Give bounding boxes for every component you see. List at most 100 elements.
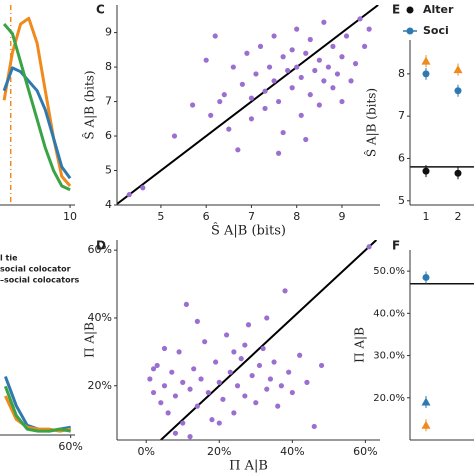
point xyxy=(285,67,291,74)
point xyxy=(343,33,350,39)
point xyxy=(422,273,430,281)
point xyxy=(454,169,462,177)
point xyxy=(266,64,273,70)
point xyxy=(330,85,336,91)
point xyxy=(294,26,300,32)
point xyxy=(339,54,345,60)
point xyxy=(271,33,277,39)
y-tick-label: 6 xyxy=(105,129,112,142)
y-tick-label: 40% xyxy=(88,311,112,324)
plot-area xyxy=(410,271,474,432)
point xyxy=(176,349,182,355)
legend-label: social colocator xyxy=(0,265,71,274)
point xyxy=(256,362,263,369)
point xyxy=(334,71,341,77)
y-axis-label: Π A|B xyxy=(83,322,97,358)
point xyxy=(150,389,157,396)
point xyxy=(316,57,322,63)
point xyxy=(208,112,214,118)
point xyxy=(169,369,175,375)
plot-area xyxy=(410,55,474,180)
legend-key xyxy=(406,6,414,14)
point xyxy=(238,356,244,362)
point xyxy=(140,185,146,191)
point xyxy=(227,369,233,375)
point xyxy=(289,85,295,91)
point xyxy=(257,43,264,49)
point xyxy=(339,98,345,105)
point xyxy=(267,376,274,382)
point xyxy=(180,379,186,385)
y-tick-label: 9 xyxy=(105,26,112,39)
legend-label: Alter xyxy=(423,3,454,16)
y-axis-label: Π A|B xyxy=(353,327,367,363)
point xyxy=(280,129,286,136)
point xyxy=(453,65,463,74)
point xyxy=(276,98,282,105)
point xyxy=(161,383,168,389)
y-tick-label: 5 xyxy=(105,164,112,177)
panel-label: E xyxy=(392,3,400,17)
line xyxy=(3,375,71,433)
panel: 20%40%60%0% 20% 40% 60%DΠ A|BΠ A|B xyxy=(83,239,380,474)
x-tick-label: 2 xyxy=(455,210,462,223)
point xyxy=(248,116,255,122)
point xyxy=(158,400,164,406)
point xyxy=(298,112,304,118)
panel-label: D xyxy=(96,239,106,253)
point xyxy=(203,57,209,63)
point xyxy=(220,396,226,402)
point xyxy=(276,150,282,156)
point xyxy=(298,74,304,81)
point xyxy=(150,366,157,372)
y-tick-label: 7 xyxy=(105,95,112,108)
point xyxy=(421,420,431,429)
point xyxy=(242,342,248,348)
x-tick-label: 20% xyxy=(207,445,231,458)
point xyxy=(234,383,241,389)
point xyxy=(126,192,132,198)
x-tick-label: 60% xyxy=(58,440,82,453)
point xyxy=(245,322,252,328)
point xyxy=(221,92,227,98)
point xyxy=(321,78,327,84)
point xyxy=(421,56,431,65)
point xyxy=(189,102,196,108)
point xyxy=(362,43,368,49)
y-tick-label: 50.0% xyxy=(373,266,405,277)
y-tick-label: 20.0% xyxy=(373,393,405,404)
panel: 60% l tie social colocator –social colocato… xyxy=(0,254,83,453)
point xyxy=(289,389,295,396)
legend-key xyxy=(406,27,414,35)
x-tick-label: 9 xyxy=(338,210,345,223)
plot-area xyxy=(2,5,72,205)
x-tick-label: 6 xyxy=(203,210,210,223)
point xyxy=(303,136,309,143)
point xyxy=(307,36,313,43)
point xyxy=(303,50,309,56)
point xyxy=(262,88,268,94)
point xyxy=(216,379,222,385)
point xyxy=(253,71,259,77)
line xyxy=(4,395,71,433)
point xyxy=(312,67,318,74)
x-tick-label: 1 xyxy=(423,210,430,223)
x-tick-label: 5 xyxy=(157,210,164,223)
point xyxy=(311,423,317,430)
point xyxy=(289,47,295,53)
y-tick-label: 8 xyxy=(398,67,405,80)
y-tick-label: 4 xyxy=(105,198,112,211)
y-tick-label: 30.0% xyxy=(373,351,405,362)
point xyxy=(330,43,336,49)
point xyxy=(260,345,266,352)
point xyxy=(212,33,218,39)
point xyxy=(231,410,237,416)
point xyxy=(171,133,178,139)
point xyxy=(161,345,168,352)
point xyxy=(366,26,372,32)
point xyxy=(421,397,431,406)
point xyxy=(235,147,241,153)
point xyxy=(297,352,303,358)
point xyxy=(352,61,359,67)
